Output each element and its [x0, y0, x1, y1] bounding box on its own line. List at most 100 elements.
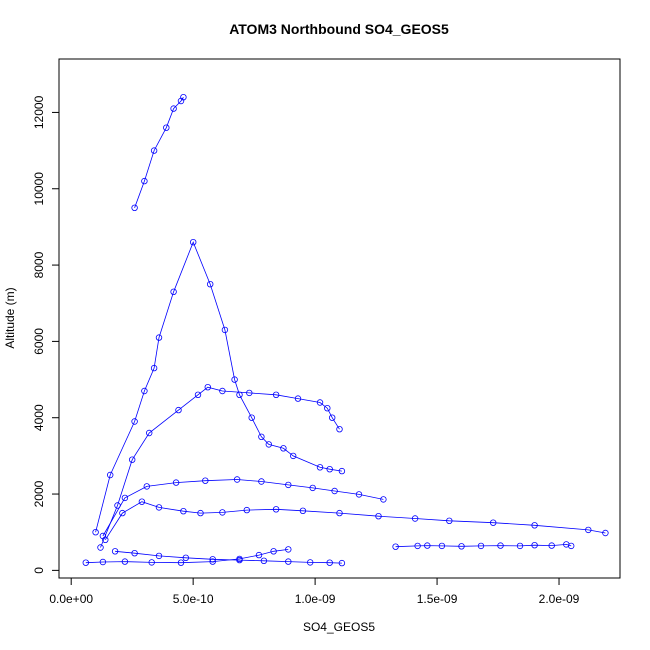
series-line: [95, 241, 342, 533]
data-point: [197, 509, 204, 517]
data-point: [602, 529, 609, 537]
data-series: [102, 498, 609, 543]
data-point: [92, 529, 99, 536]
data-point: [131, 418, 138, 425]
data-point: [236, 555, 243, 563]
data-point: [270, 548, 277, 555]
data-series: [111, 548, 346, 567]
data-point: [148, 559, 155, 566]
data-point: [209, 556, 216, 563]
data-point: [338, 559, 346, 567]
data-point: [243, 506, 250, 514]
data-point: [248, 414, 255, 421]
data-point: [182, 554, 189, 561]
y-tick-label: 8000: [32, 251, 46, 278]
data-point: [231, 376, 238, 383]
data-point: [131, 550, 138, 557]
data-point: [446, 517, 453, 524]
data-point: [338, 467, 346, 475]
data-point: [285, 481, 292, 489]
series-line: [104, 501, 606, 541]
x-tick-label: 0.0e+00: [49, 592, 93, 606]
data-point: [316, 464, 324, 471]
data-point: [233, 476, 241, 483]
data-point: [206, 281, 214, 288]
data-point: [141, 387, 148, 395]
data-point: [143, 483, 150, 490]
data-point: [375, 513, 382, 520]
x-tick-label: 5.0e-10: [173, 592, 214, 606]
data-point: [411, 515, 419, 522]
data-point: [309, 484, 316, 492]
data-point: [99, 558, 107, 566]
data-point: [221, 326, 229, 334]
data-layer: [82, 93, 609, 567]
x-tick-label: 1.0e-09: [295, 592, 336, 606]
data-point: [531, 542, 538, 549]
x-axis-label: SO4_GEOS5: [303, 620, 375, 634]
data-series: [392, 541, 575, 550]
data-point: [355, 491, 363, 498]
chart-title: ATOM3 Northbound SO4_GEOS5: [229, 21, 449, 37]
data-point: [414, 542, 421, 550]
data-point: [438, 542, 446, 550]
data-point: [189, 238, 197, 246]
data-series: [99, 476, 387, 540]
data-point: [172, 479, 180, 486]
data-point: [329, 414, 336, 421]
data-point: [316, 399, 324, 406]
data-point: [194, 391, 202, 398]
data-point: [82, 559, 89, 566]
data-point: [128, 456, 136, 463]
data-point: [170, 105, 177, 112]
data-point: [121, 494, 129, 502]
data-point: [121, 558, 129, 565]
data-point: [260, 557, 268, 564]
data-point: [255, 551, 263, 559]
series-line: [134, 96, 184, 208]
data-point: [307, 559, 314, 566]
data-point: [424, 542, 431, 549]
data-point: [180, 93, 187, 101]
data-point: [285, 558, 292, 565]
data-point: [175, 406, 182, 414]
y-tick-label: 10000: [32, 172, 46, 206]
data-point: [219, 509, 226, 516]
y-axis-label: Altitude (m): [3, 287, 17, 348]
data-point: [141, 177, 148, 185]
data-point: [131, 204, 138, 211]
data-point: [299, 507, 307, 514]
series-line: [100, 386, 340, 548]
data-point: [516, 542, 524, 550]
data-point: [119, 509, 126, 517]
data-point: [336, 509, 343, 517]
series-line: [102, 479, 384, 537]
data-point: [458, 543, 465, 550]
x-tick-label: 1.5e-09: [417, 592, 458, 606]
y-tick-label: 6000: [32, 328, 46, 355]
data-point: [548, 542, 555, 549]
x-tick-label: 2.0e-09: [539, 592, 580, 606]
data-point: [150, 364, 158, 372]
y-tick-label: 0: [32, 567, 46, 574]
data-point: [111, 548, 119, 555]
data-point: [180, 508, 187, 515]
x-axis: 0.0e+00 5.0e-10 1.0e-09 1.5e-09 2.0e-09: [49, 577, 580, 606]
data-point: [204, 384, 211, 391]
y-axis: 0 2000 4000 6000 8000 10000 12000: [32, 95, 60, 574]
y-tick-label: 12000: [32, 95, 46, 129]
plot-area: [58, 58, 621, 579]
data-point: [258, 478, 265, 485]
data-point: [170, 288, 177, 295]
data-point: [392, 543, 399, 550]
data-point: [531, 522, 538, 529]
data-point: [477, 542, 485, 550]
data-point: [585, 526, 592, 534]
data-point: [246, 389, 253, 397]
data-point: [258, 433, 265, 440]
data-point: [163, 124, 170, 131]
y-tick-label: 4000: [32, 404, 46, 431]
data-point: [150, 147, 158, 154]
data-point: [265, 441, 272, 448]
data-point: [145, 429, 153, 437]
